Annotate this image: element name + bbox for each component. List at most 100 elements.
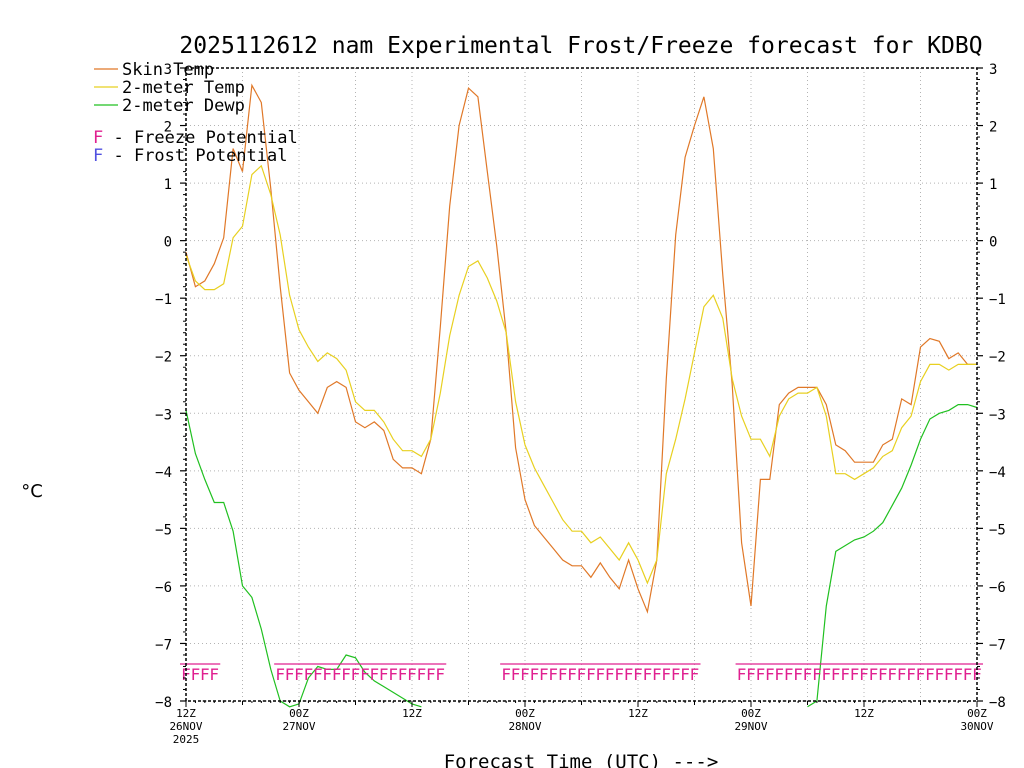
y-tick-label: 0 — [164, 235, 172, 251]
x-tick-label: 30NOV — [960, 720, 993, 733]
freeze-potential-mark: F — [840, 665, 850, 684]
freeze-potential-mark: F — [614, 665, 624, 684]
x-tick-label: 29NOV — [734, 720, 767, 733]
y-tick-label-right: −8 — [989, 695, 1006, 711]
y-axis-label: °C — [21, 481, 43, 502]
freeze-potential-mark: F — [963, 665, 973, 684]
chart-title: 2025112612 nam Experimental Frost/Freeze… — [179, 33, 982, 59]
freeze-potential-mark: F — [511, 665, 521, 684]
freeze-potential-mark: F — [869, 665, 879, 684]
freeze-potential-mark: F — [850, 665, 860, 684]
x-tick-label: 00Z — [741, 707, 761, 720]
freeze-potential-mark: F — [935, 665, 945, 684]
freeze-potential-mark: F — [831, 665, 841, 684]
y-tick-label-right: −3 — [989, 407, 1006, 423]
y-tick-label: −4 — [155, 465, 172, 481]
y-tick-label-right: −5 — [989, 522, 1006, 538]
freeze-potential-mark: F — [737, 665, 747, 684]
legend-2m-temp: 2-meter Temp — [122, 78, 245, 98]
series-line-skin-temp — [185, 83, 977, 614]
y-tick-label-right: 0 — [989, 235, 997, 251]
x-tick-label: 28NOV — [508, 720, 541, 733]
freeze-potential-mark: F — [596, 665, 606, 684]
freeze-potential-mark: F — [793, 665, 803, 684]
freeze-potential-mark: F — [784, 665, 794, 684]
freeze-potential-mark: F — [530, 665, 540, 684]
freeze-potential-mark: F — [671, 665, 681, 684]
freeze-potential-mark: F — [916, 665, 926, 684]
freeze-potential-mark: F — [332, 665, 342, 684]
x-tick-label: 26NOV — [169, 720, 202, 733]
freeze-potential-mark: F — [275, 665, 285, 684]
y-tick-label: −2 — [155, 350, 172, 366]
y-tick-label-right: −1 — [989, 292, 1006, 308]
series-line-2m-temp — [185, 164, 977, 585]
freeze-potential-mark: F — [953, 665, 963, 684]
x-tick-label: 12Z — [628, 707, 648, 720]
y-tick-label-right: 1 — [989, 177, 997, 193]
freeze-potential-mark: F — [501, 665, 511, 684]
y-tick-label-right: −7 — [989, 637, 1006, 653]
freeze-potential-mark: F — [652, 665, 662, 684]
plot-frame — [185, 67, 978, 702]
freeze-potential-mark: F — [605, 665, 615, 684]
freeze-potential-mark: F — [690, 665, 700, 684]
freeze-potential-mark: F — [426, 665, 436, 684]
freeze-potential-mark: F — [351, 665, 361, 684]
freeze-potential-mark: F — [398, 665, 408, 684]
freeze-potential-mark: F — [897, 665, 907, 684]
freeze-potential-mark: F — [944, 665, 954, 684]
freeze-potential-mark: F — [558, 665, 568, 684]
legend-2m-dewp: 2-meter Dewp — [122, 96, 245, 116]
freeze-potential-mark: F — [191, 665, 201, 684]
freeze-potential-mark: F — [633, 665, 643, 684]
y-tick-label: 1 — [164, 177, 172, 193]
y-tick-label: −5 — [155, 522, 172, 538]
y-tick-label-right: −6 — [989, 580, 1006, 596]
y-tick-label: 2 — [164, 120, 172, 136]
freeze-potential-mark: F — [294, 665, 304, 684]
freeze-potential-mark: F — [548, 665, 558, 684]
freeze-potential-mark: F — [435, 665, 445, 684]
freeze-potential-mark: F — [285, 665, 295, 684]
freeze-potential-mark: F — [341, 665, 351, 684]
y-tick-label: −1 — [155, 292, 172, 308]
freeze-potential-mark: F — [756, 665, 766, 684]
freeze-potential-mark: F — [322, 665, 332, 684]
y-tick-label: −8 — [155, 695, 172, 711]
legend-frost-potential: F - Frost Potential — [93, 146, 287, 166]
freeze-potential-mark: F — [379, 665, 389, 684]
freeze-potential-mark: F — [304, 665, 314, 684]
x-axis-label: Forecast Time (UTC) ---> — [444, 751, 719, 768]
x-tick-label: 12Z — [854, 707, 874, 720]
y-tick-label-right: −2 — [989, 350, 1006, 366]
freeze-potential-mark: F — [586, 665, 596, 684]
freeze-potential-mark: F — [812, 665, 822, 684]
x-tick-label: 27NOV — [282, 720, 315, 733]
freeze-potential-mark: F — [313, 665, 323, 684]
x-tick-label: 00Z — [289, 707, 309, 720]
legend-skin-temp: Skin Temp — [122, 60, 214, 80]
freeze-potential-mark: F — [577, 665, 587, 684]
freeze-potential-mark: F — [567, 665, 577, 684]
legend-freeze-potential: F - Freeze Potential — [93, 128, 298, 148]
freeze-potential-mark: F — [925, 665, 935, 684]
freeze-potential-mark: F — [774, 665, 784, 684]
freeze-potential-mark: F — [661, 665, 671, 684]
series-lines — [185, 83, 978, 708]
freeze-potential-mark: F — [643, 665, 653, 684]
x-tick-label: 2025 — [173, 733, 200, 746]
freeze-potential-mark: F — [200, 665, 210, 684]
freeze-potential-mark: F — [407, 665, 417, 684]
freeze-potential-mark: F — [370, 665, 380, 684]
freeze-potential-mark: F — [859, 665, 869, 684]
x-tick-label: 12Z — [402, 707, 422, 720]
freeze-potential-mark: F — [803, 665, 813, 684]
freeze-potential-mark: F — [765, 665, 775, 684]
x-tick-label: 00Z — [967, 707, 987, 720]
y-tick-label-right: −4 — [989, 465, 1006, 481]
freeze-potential-mark: F — [520, 665, 530, 684]
freeze-potential-mark: F — [209, 665, 219, 684]
y-tick-label: −6 — [155, 580, 172, 596]
